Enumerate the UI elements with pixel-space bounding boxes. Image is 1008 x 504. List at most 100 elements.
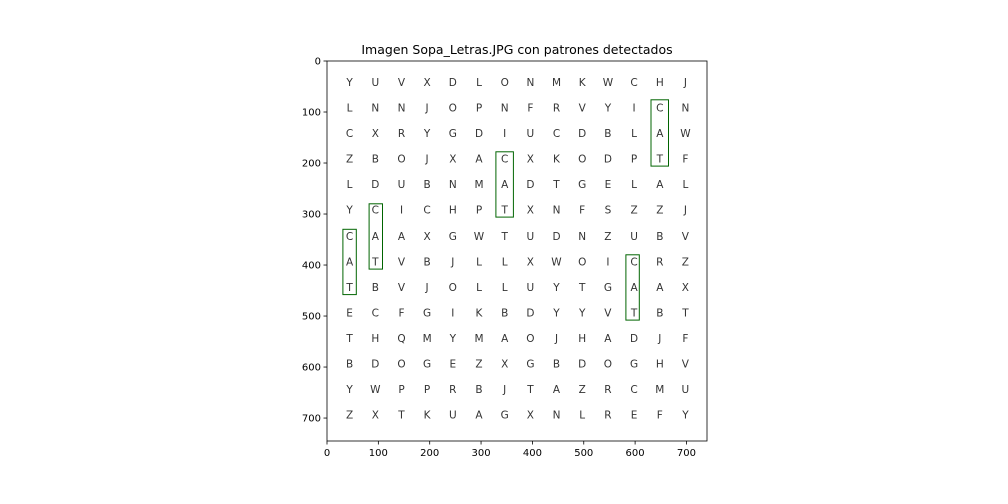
grid-letter: Y [604,103,612,115]
grid-letter: Q [397,333,405,345]
grid-letter: X [372,128,379,140]
grid-letter: R [449,384,456,396]
grid-letter: T [630,307,638,319]
grid-letter: T [526,384,534,396]
grid-letter: D [552,231,560,243]
grid-letter: C [423,205,430,217]
grid-letter: X [527,154,534,166]
grid-letter: X [501,358,508,370]
grid-letter: C [656,103,663,115]
grid-letter: Y [345,205,353,217]
detection-box [650,99,669,167]
grid-letter: V [682,231,690,243]
grid-letter: C [346,231,353,243]
grid-letter: B [656,231,663,243]
grid-letter: F [398,307,404,319]
grid-letter: N [501,103,509,115]
grid-letter: S [605,205,612,217]
grid-letter: L [579,409,585,421]
grid-letter: Y [345,77,353,89]
grid-letter: F [682,154,688,166]
grid-letter: D [578,128,586,140]
grid-letter: J [502,384,506,396]
grid-letter: B [372,154,379,166]
grid-letter: O [397,358,405,370]
grid-letter: X [682,282,689,294]
grid-letter: G [578,179,586,191]
grid-letter: U [371,77,379,89]
grid-letter: P [631,154,637,166]
grid-letter: T [371,256,379,268]
grid-letter: T [397,409,405,421]
grid-letter: N [578,231,586,243]
grid-letter: R [398,128,405,140]
grid-letter: X [449,154,456,166]
grid-letter: M [552,77,561,89]
grid-letter: U [398,179,406,191]
y-axis: 0 100 200 300 400 500 600 700 [302,57,327,425]
grid-letter: T [578,282,586,294]
grid-letter: W [370,384,381,396]
grid-letter: I [503,128,506,140]
x-tick-label: 500 [574,448,593,459]
grid-letter: V [398,256,406,268]
grid-letter: F [657,409,663,421]
grid-letter: X [527,205,534,217]
grid-letter: Y [423,128,431,140]
detection-boxes [342,99,669,321]
grid-letter: R [604,384,611,396]
grid-letter: G [449,128,457,140]
grid-letter: W [474,231,485,243]
grid-letter: K [476,307,484,319]
grid-letter: Z [656,205,663,217]
grid-letter: U [682,384,690,396]
plot-frame [326,60,708,442]
grid-letter: O [604,358,612,370]
grid-letter: A [656,128,664,140]
grid-letter: X [423,77,430,89]
grid-letter: D [604,154,612,166]
grid-letter: T [500,205,508,217]
grid-letter: G [449,231,457,243]
grid-letter: W [680,128,691,140]
grid-letter: B [423,179,430,191]
grid-letter: J [425,154,429,166]
grid-letter: X [527,256,534,268]
grid-letter: A [553,384,561,396]
grid-letter: C [501,154,508,166]
grid-letter: F [527,103,533,115]
grid-letter: N [449,179,457,191]
grid-letter: U [449,409,457,421]
grid-letter: M [474,179,483,191]
grid-letter: A [656,282,664,294]
grid-letter: G [604,282,612,294]
grid-letter: D [449,77,457,89]
grid-letter: B [604,128,611,140]
y-tick-label: 400 [302,261,321,272]
grid-letter: T [681,307,689,319]
grid-letter: H [371,333,379,345]
y-tick-label: 0 [315,57,321,68]
grid-letter: P [476,205,482,217]
grid-letter: Z [475,358,482,370]
grid-letter: V [682,358,690,370]
grid-letter: A [656,179,664,191]
grid-letter: R [604,409,611,421]
grid-letter: O [578,154,586,166]
grid-letter: B [346,358,353,370]
grid-letter: A [475,409,483,421]
letter-grid: Y U V X D L O N M K W C H J L N N J O P N F R V Y I C N C X R Y G D I U C D B L… [345,77,691,421]
grid-letter: Y [681,409,689,421]
grid-letter: J [683,77,687,89]
y-tick-label: 500 [302,312,321,323]
grid-letter: Z [346,409,353,421]
grid-letter: L [476,77,482,89]
grid-letter: N [526,77,534,89]
y-tick-label: 300 [302,210,321,221]
grid-letter: X [372,409,379,421]
grid-letter: C [630,384,637,396]
detection-box [625,254,640,321]
y-tick-label: 600 [302,363,321,374]
grid-letter: U [527,128,535,140]
grid-letter: O [449,103,457,115]
